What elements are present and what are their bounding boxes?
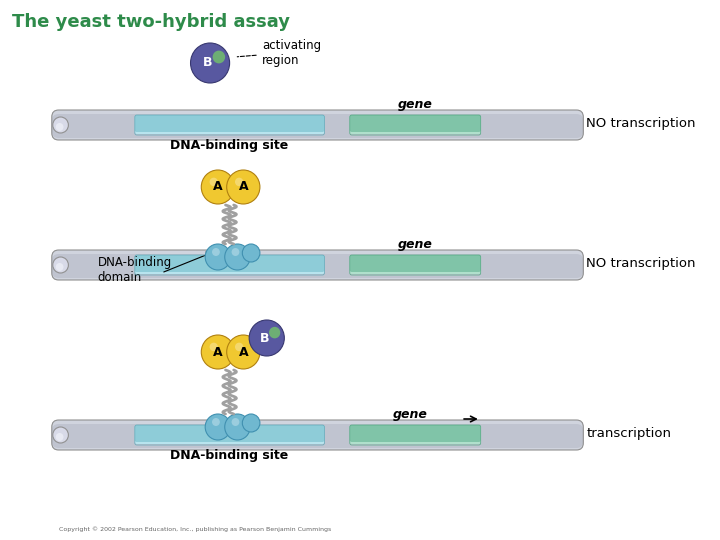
Circle shape [212,248,220,256]
Text: activating
region: activating region [262,39,321,67]
Text: DNA-binding site: DNA-binding site [171,449,289,462]
Circle shape [202,170,235,204]
FancyBboxPatch shape [52,110,583,140]
Circle shape [202,335,235,369]
Circle shape [55,433,63,441]
Circle shape [243,244,260,262]
FancyBboxPatch shape [135,255,325,272]
Text: A: A [213,346,222,359]
Circle shape [232,418,239,426]
Text: A: A [238,346,248,359]
Circle shape [212,418,220,426]
Circle shape [235,343,243,351]
Text: gene: gene [398,98,433,111]
Text: NO transcription: NO transcription [586,118,696,131]
Circle shape [269,327,280,339]
Text: B: B [260,332,270,345]
Circle shape [227,335,260,369]
Circle shape [243,414,260,432]
Circle shape [235,178,243,186]
Circle shape [210,178,218,186]
Circle shape [232,248,239,256]
Circle shape [53,117,68,133]
Text: gene: gene [393,408,428,421]
FancyBboxPatch shape [52,254,583,278]
Circle shape [225,414,250,440]
FancyBboxPatch shape [350,425,481,442]
Circle shape [205,244,230,270]
FancyBboxPatch shape [350,255,481,272]
Text: gene: gene [398,238,433,251]
FancyBboxPatch shape [52,250,583,280]
FancyBboxPatch shape [350,115,481,134]
FancyBboxPatch shape [52,250,583,280]
Circle shape [53,427,68,443]
FancyBboxPatch shape [350,115,481,132]
Text: DNA-binding site: DNA-binding site [171,139,289,152]
FancyBboxPatch shape [52,114,583,138]
Circle shape [55,123,63,131]
Circle shape [205,414,230,440]
Text: NO transcription: NO transcription [586,258,696,271]
FancyBboxPatch shape [52,110,583,140]
FancyBboxPatch shape [135,425,325,444]
FancyBboxPatch shape [135,115,325,132]
Circle shape [191,43,230,83]
Text: The yeast two-hybrid assay: The yeast two-hybrid assay [12,13,289,31]
Text: DNA-binding
domain: DNA-binding domain [98,256,172,284]
Text: B: B [203,57,213,70]
FancyBboxPatch shape [350,255,481,274]
Text: Copyright © 2002 Pearson Education, Inc., publishing as Pearson Benjamin Cumming: Copyright © 2002 Pearson Education, Inc.… [58,526,331,532]
Text: transcription: transcription [586,428,671,441]
FancyBboxPatch shape [350,425,481,444]
Circle shape [227,170,260,204]
FancyBboxPatch shape [52,420,583,450]
Circle shape [55,263,63,271]
FancyBboxPatch shape [52,424,583,448]
Circle shape [212,51,225,63]
Circle shape [210,343,218,351]
FancyBboxPatch shape [135,425,325,442]
Circle shape [249,320,284,356]
FancyBboxPatch shape [135,255,325,274]
FancyBboxPatch shape [135,115,325,134]
Circle shape [53,257,68,273]
Text: A: A [238,180,248,193]
FancyBboxPatch shape [52,420,583,450]
Circle shape [225,244,250,270]
Text: A: A [213,180,222,193]
